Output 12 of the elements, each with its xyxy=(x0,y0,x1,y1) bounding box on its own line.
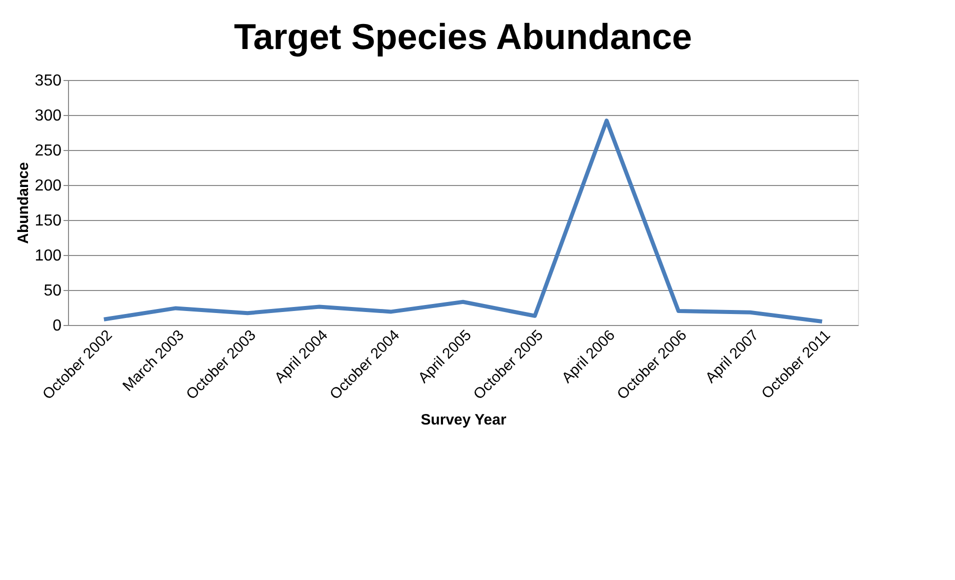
y-tick-label: 150 xyxy=(34,212,62,230)
y-tick-label: 50 xyxy=(44,282,62,300)
y-tick-label: 0 xyxy=(52,318,62,334)
line-series xyxy=(102,118,824,324)
y-tick-label: 200 xyxy=(34,178,62,194)
y-axis-title: Abundance xyxy=(14,162,32,244)
x-axis-title: Survey Year xyxy=(420,411,506,428)
y-tick-label: 100 xyxy=(34,248,62,264)
chart-title: Target Species Abundance xyxy=(234,16,692,57)
y-tick-label: 300 xyxy=(34,108,62,124)
y-tick-label: 350 xyxy=(34,72,62,90)
y-tick-label: 250 xyxy=(34,142,62,160)
